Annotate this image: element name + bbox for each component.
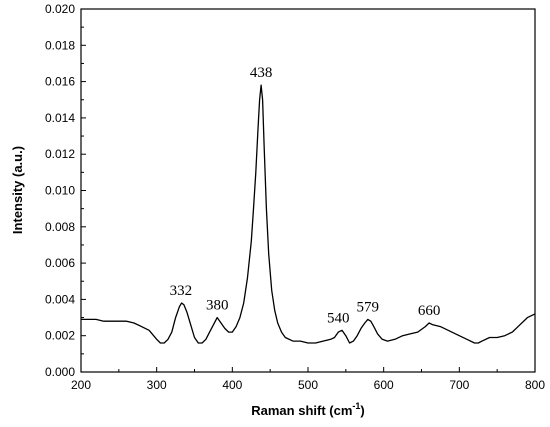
peak-label: 540 [327, 310, 350, 326]
peak-label: 380 [206, 298, 229, 314]
x-tick-label: 500 [298, 378, 318, 392]
x-tick-label: 300 [147, 378, 167, 392]
y-tick-label: 0.010 [45, 184, 75, 198]
x-tick-label: 200 [71, 378, 91, 392]
x-tick-label: 700 [449, 378, 469, 392]
spectrum-line [81, 84, 536, 344]
peak-label: 438 [250, 65, 273, 81]
y-tick-label: 0.014 [45, 111, 75, 125]
plot-frame [80, 8, 536, 373]
y-tick-label: 0.000 [45, 365, 75, 379]
y-tick-label: 0.008 [45, 220, 75, 234]
x-tick-label: 600 [374, 378, 394, 392]
y-tick-label: 0.012 [45, 147, 75, 161]
x-tick-labels: 200 300 400 500 600 700 800 [71, 378, 545, 392]
y-tick-label: 0.004 [45, 292, 75, 306]
y-tick-label: 0.016 [45, 75, 75, 89]
y-tick-label: 0.020 [45, 2, 75, 16]
peak-labels: 332 380 438 540 579 660 [170, 65, 441, 326]
y-tick-labels: 0.000 0.002 0.004 0.006 0.008 0.010 0.012 0.014… [45, 2, 75, 379]
x-tick-label: 800 [525, 378, 545, 392]
peak-label: 579 [357, 299, 380, 315]
peak-label: 332 [170, 283, 193, 299]
y-tick-label: 0.018 [45, 38, 75, 52]
x-axis-title: Raman shift (cm-1) [251, 401, 365, 418]
peak-label: 660 [418, 303, 441, 319]
axis-ticks [80, 8, 536, 373]
series-layer [81, 84, 536, 344]
y-axis-title: Intensity (a.u.) [10, 146, 25, 234]
y-tick-label: 0.002 [45, 329, 75, 343]
x-tick-label: 400 [222, 378, 242, 392]
y-tick-label: 0.006 [45, 256, 75, 270]
